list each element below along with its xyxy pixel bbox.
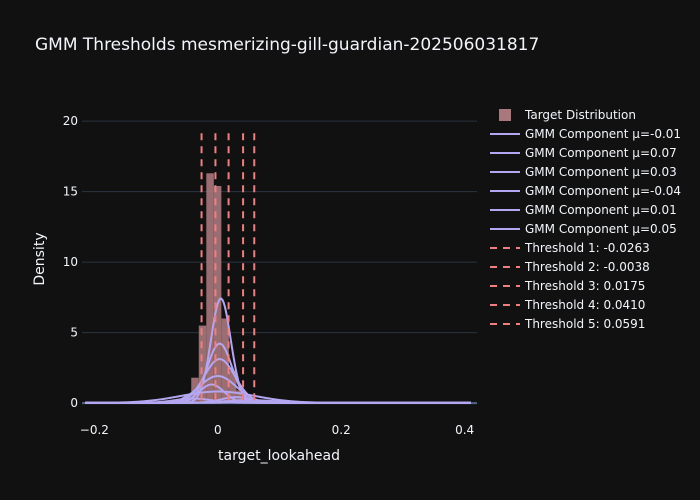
legend[interactable]: Target Distribution GMM Component μ=-0.01…	[490, 108, 681, 331]
y-tick-label: 0	[70, 396, 78, 410]
chart-title: GMM Thresholds mesmerizing-gill-guardian…	[35, 35, 539, 55]
legend-label: Target Distribution	[524, 108, 636, 122]
legend-item-threshold[interactable]: Threshold 1: -0.0263	[490, 241, 650, 255]
plot-area	[85, 173, 471, 404]
legend-item-gmm-component[interactable]: GMM Component μ=0.01	[490, 203, 677, 217]
y-axis-title: Density	[32, 232, 48, 285]
legend-label: GMM Component μ=0.07	[525, 146, 677, 160]
legend-item-gmm-component[interactable]: GMM Component μ=0.05	[490, 222, 677, 236]
y-tick-label: 20	[63, 114, 78, 128]
legend-item-gmm-component[interactable]: GMM Component μ=-0.01	[490, 127, 681, 141]
y-tick-label: 15	[63, 185, 78, 199]
x-tick-label: −0.2	[80, 423, 109, 437]
legend-label: Threshold 5: 0.0591	[524, 317, 645, 331]
legend-label: GMM Component μ=0.01	[525, 203, 677, 217]
x-tick-label: 0.4	[455, 423, 474, 437]
legend-item-target-distribution[interactable]: Target Distribution	[499, 108, 636, 122]
y-tick-label: 10	[63, 255, 78, 269]
legend-item-gmm-component[interactable]: GMM Component μ=0.03	[490, 165, 677, 179]
x-tick-label: 0	[214, 423, 222, 437]
legend-item-threshold[interactable]: Threshold 3: 0.0175	[490, 279, 645, 293]
legend-item-threshold[interactable]: Threshold 2: -0.0038	[490, 260, 650, 274]
legend-label: Threshold 1: -0.0263	[524, 241, 650, 255]
threshold-layer	[200, 131, 256, 401]
legend-item-gmm-component[interactable]: GMM Component μ=0.07	[490, 146, 677, 160]
legend-item-gmm-component[interactable]: GMM Component μ=-0.04	[490, 184, 681, 198]
legend-swatch	[499, 109, 511, 121]
legend-label: GMM Component μ=-0.01	[525, 127, 681, 141]
legend-label: GMM Component μ=0.05	[525, 222, 677, 236]
y-tick-label: 5	[70, 326, 78, 340]
legend-item-threshold[interactable]: Threshold 4: 0.0410	[490, 298, 645, 312]
x-axis-title: target_lookahead	[218, 448, 340, 464]
x-tick-label: 0.2	[332, 423, 351, 437]
histogram-bar[interactable]	[213, 185, 222, 404]
legend-label: Threshold 3: 0.0175	[524, 279, 645, 293]
histogram-bar[interactable]	[198, 325, 207, 404]
legend-label: GMM Component μ=0.03	[525, 165, 677, 179]
histogram-bar[interactable]	[228, 370, 237, 404]
legend-label: Threshold 2: -0.0038	[524, 260, 650, 274]
histogram-bar[interactable]	[206, 173, 214, 404]
legend-label: GMM Component μ=-0.04	[525, 184, 681, 198]
legend-item-threshold[interactable]: Threshold 5: 0.0591	[490, 317, 645, 331]
gmm-component-curve[interactable]	[85, 398, 471, 404]
legend-label: Threshold 4: 0.0410	[524, 298, 645, 312]
